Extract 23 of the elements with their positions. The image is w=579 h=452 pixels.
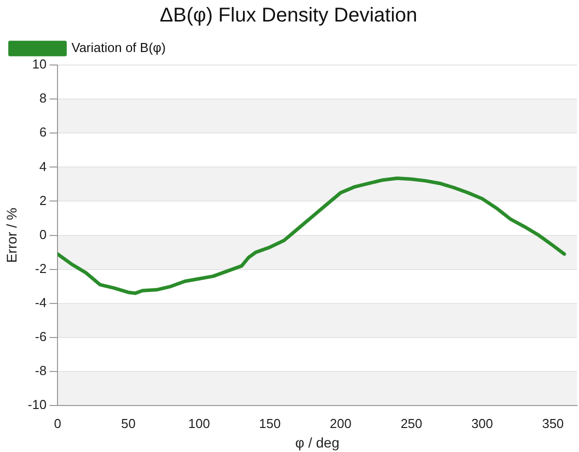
y-tick-label: -6 (35, 329, 47, 344)
y-tick-label: 0 (39, 226, 47, 242)
x-tick-label: 50 (121, 416, 136, 431)
y-tick-label: 2 (39, 192, 47, 208)
x-tick-label: 100 (188, 416, 210, 431)
x-axis-title: φ / deg (295, 434, 340, 450)
legend-label: Variation of B(φ) (72, 40, 166, 56)
y-tick-label: -2 (35, 260, 47, 276)
y-tick-label: -8 (35, 363, 47, 378)
x-tick-label: 300 (471, 416, 494, 431)
y-tick-label: -4 (35, 295, 47, 310)
y-tick-label: 10 (32, 56, 47, 72)
y-tick-label: 4 (39, 158, 47, 174)
y-axis-title: Error / % (3, 208, 20, 263)
x-tick-label: 250 (400, 416, 422, 431)
x-tick-label: 350 (542, 416, 564, 431)
y-tick-label: -10 (28, 397, 47, 412)
y-tick-label: 8 (39, 90, 47, 106)
x-tick-label: 0 (54, 416, 62, 431)
x-tick-label: 200 (330, 416, 352, 431)
x-tick-label: 150 (259, 416, 281, 431)
chart-title: ΔB(φ) Flux Density Deviation (160, 4, 418, 27)
y-tick-label: 6 (39, 124, 47, 140)
